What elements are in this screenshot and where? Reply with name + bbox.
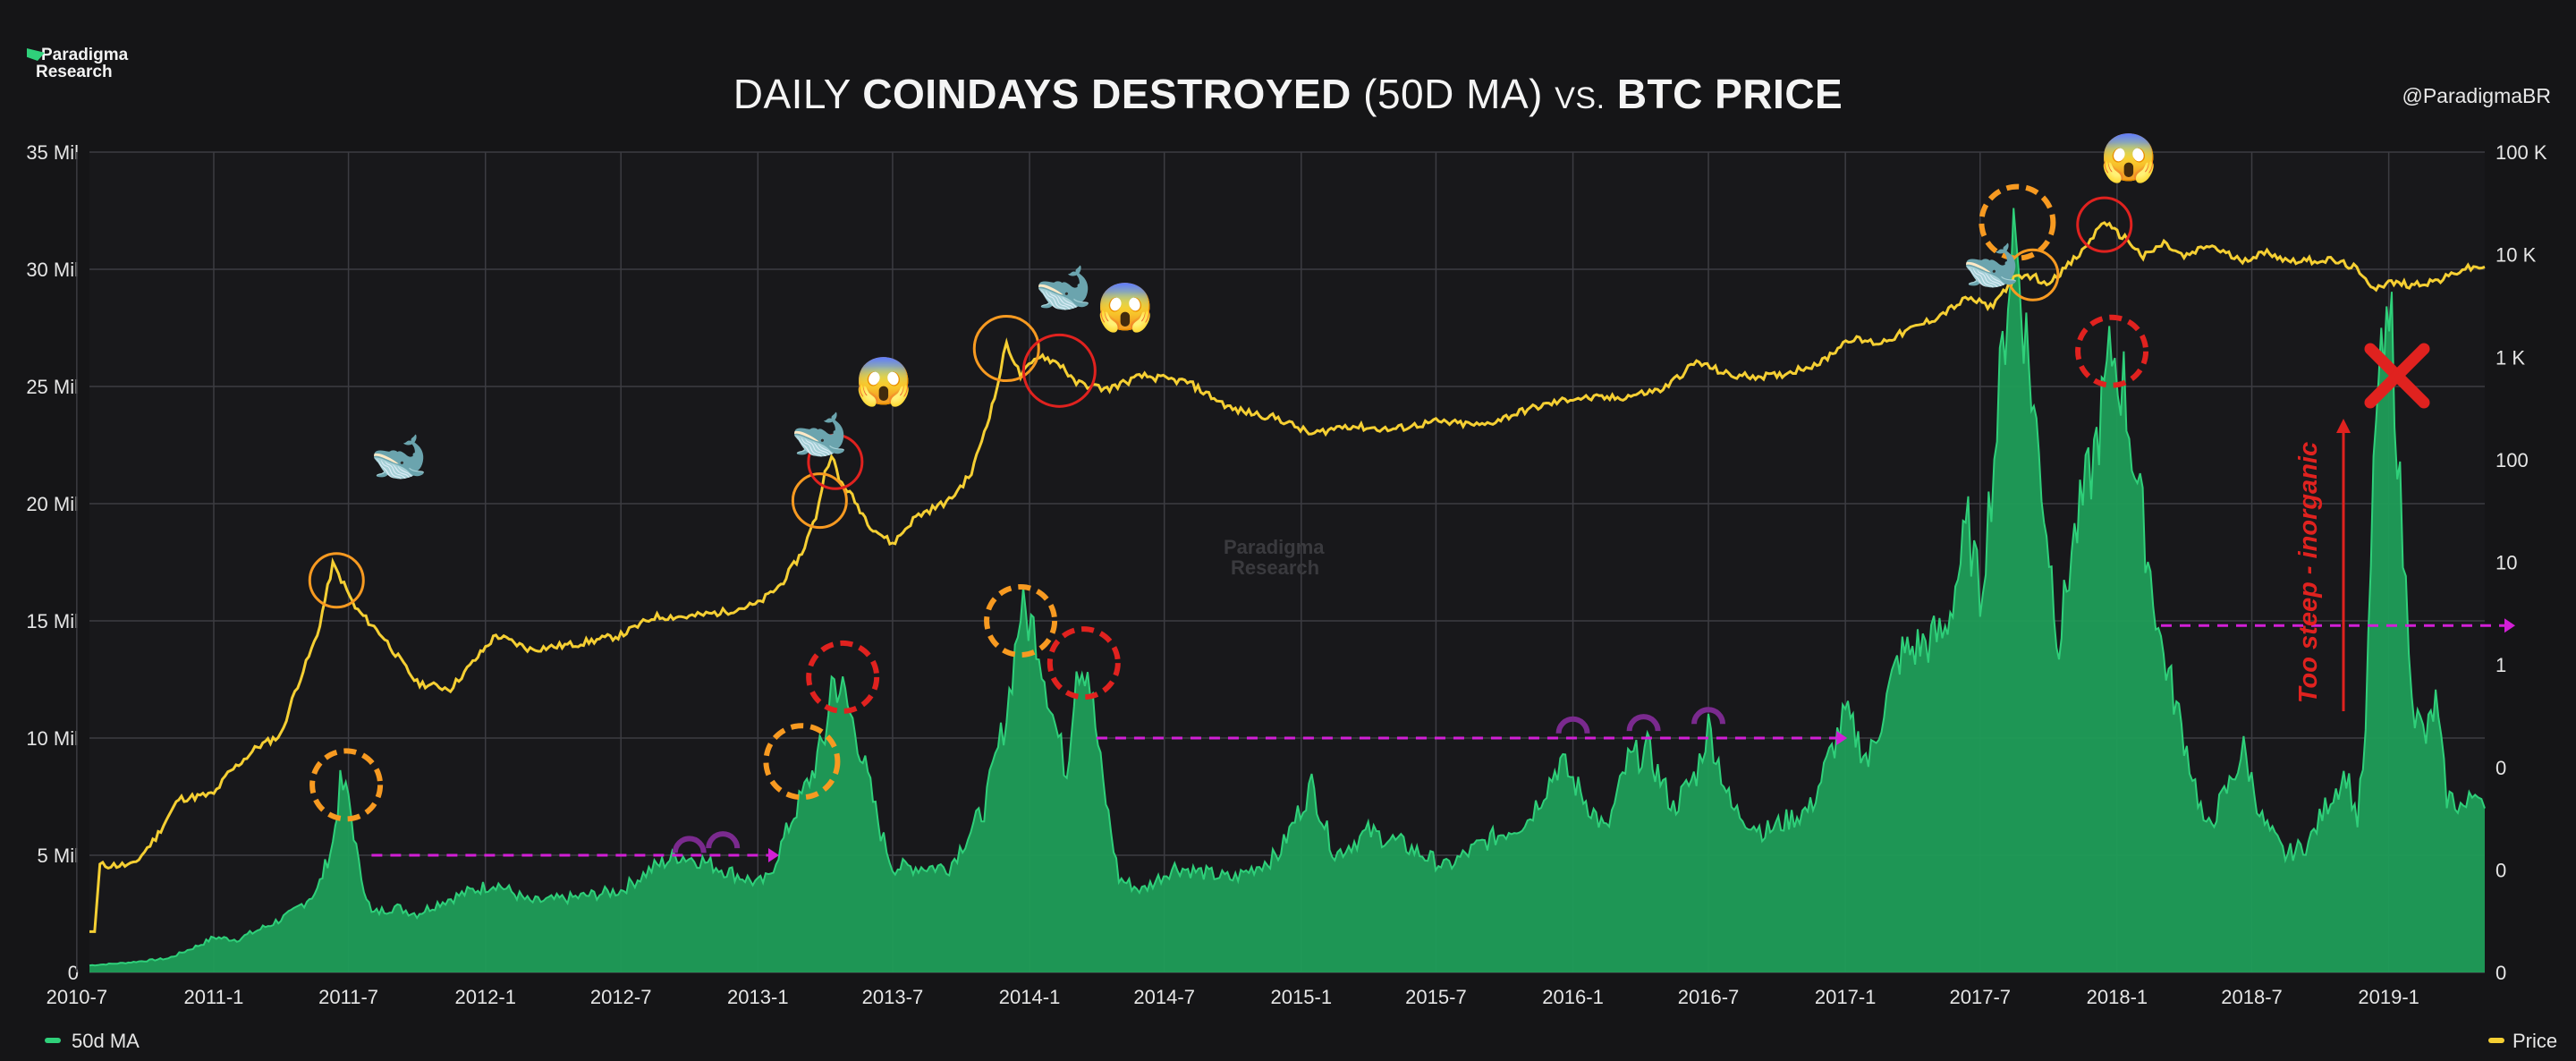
x-axis-label: 2014-1 <box>999 986 1061 1008</box>
retest-arc <box>706 831 741 849</box>
x-axis-label: 2017-1 <box>1815 986 1877 1008</box>
cdd-peak-circle <box>1979 183 2056 261</box>
right-axis-label: 0 <box>2496 859 2506 881</box>
cdd-line <box>89 208 2486 967</box>
cdd-peak-circle <box>309 748 384 822</box>
right-axis-label: 10 K <box>2496 244 2537 267</box>
chart-title: DAILY COINDAYS DESTROYED (50D MA) VS. BT… <box>0 70 2576 118</box>
x-axis-label: 2017-7 <box>1950 986 2012 1008</box>
x-axis-label: 2018-1 <box>2087 986 2148 1008</box>
x-axis-label: 2013-7 <box>862 986 924 1008</box>
logo-line2: Research <box>36 63 113 81</box>
scream-icon: 😱 <box>2100 132 2158 185</box>
right-axis-label: 100 K <box>2496 141 2547 164</box>
paradigma-logo: Paradigma Research <box>27 47 128 81</box>
too-steep-label: Too steep - inorganic <box>2294 442 2323 703</box>
right-axis-label: 1 K <box>2496 346 2525 369</box>
left-axis-label: 35 Mil <box>26 141 79 164</box>
watermark-line1: Paradigma <box>1224 536 1325 558</box>
legend-label-cdd: 50d MA <box>72 1030 140 1052</box>
price-top-circle <box>807 433 864 490</box>
scream-icon: 😱 <box>1097 282 1155 335</box>
x-axis-label: 2011-7 <box>318 986 378 1008</box>
x-axis-label: 2013-1 <box>727 986 789 1008</box>
retest-arc <box>1691 707 1726 725</box>
retest-arc <box>1626 714 1661 732</box>
whale-icon: 🐋 <box>1035 262 1093 314</box>
left-axis-label: 30 Mil <box>26 259 79 281</box>
legend-label-price: Price <box>2512 1030 2557 1052</box>
right-axis-label: 0 <box>2496 962 2506 984</box>
scream-icon: 😱 <box>855 356 913 409</box>
x-axis-label: 2010-7 <box>47 986 108 1008</box>
left-axis-label: 10 Mil <box>26 727 79 750</box>
x-axis-label: 2014-7 <box>1133 986 1195 1008</box>
left-axis-label: 25 Mil <box>26 376 79 398</box>
left-axis-label: 20 Mil <box>26 493 79 515</box>
title-part5: BTC PRICE <box>1605 71 1843 117</box>
x-axis-label: 2015-1 <box>1271 986 1333 1008</box>
x-axis-label: 2011-1 <box>184 986 244 1008</box>
x-axis-label: 2012-1 <box>454 986 516 1008</box>
twitter-handle: @ParadigmaBR <box>2402 84 2551 107</box>
price-top-circle <box>1021 333 1097 408</box>
x-axis-label: 2019-1 <box>2358 986 2419 1008</box>
watermark-line2: Research <box>1231 556 1319 579</box>
right-axis-label: 1 <box>2496 654 2506 676</box>
x-axis-label: 2012-7 <box>590 986 652 1008</box>
whale-icon: 🐋 <box>370 431 428 483</box>
cdd-peak-circle <box>984 584 1058 658</box>
title-part1: DAILY <box>733 71 863 117</box>
title-part4: VS. <box>1555 81 1606 115</box>
x-axis-label: 2016-7 <box>1678 986 1740 1008</box>
cdd-peak-circle <box>763 723 841 801</box>
title-part3: (50D MA) <box>1351 71 1555 117</box>
price-top-circle <box>972 315 1040 383</box>
price-top-circle <box>308 552 365 609</box>
left-axis-label: 5 Mil <box>38 845 79 867</box>
retest-arc <box>1555 716 1590 734</box>
support-arrow-head <box>2504 618 2515 633</box>
steep-arrow-head <box>2336 419 2351 433</box>
x-axis-label: 2016-1 <box>1542 986 1604 1008</box>
whale-icon: 🐋 <box>791 409 849 461</box>
right-axis-label: 10 <box>2496 552 2517 574</box>
price-top-circle <box>2076 196 2133 253</box>
retest-arc <box>672 836 707 853</box>
support-arrow-head <box>767 848 779 862</box>
left-axis-label: 0 <box>68 962 79 984</box>
x-axis-label: 2018-7 <box>2221 986 2283 1008</box>
legend-swatch-price <box>2488 1038 2504 1043</box>
cdd-peak-circle <box>1046 626 1121 700</box>
price-top-circle <box>2006 248 2060 301</box>
whale-icon: 🐋 <box>1962 240 2021 292</box>
right-axis-label: 0 <box>2496 757 2506 779</box>
cross-icon <box>2364 343 2430 409</box>
title-part2: COINDAYS DESTROYED <box>862 71 1352 117</box>
price-top-circle <box>791 472 848 530</box>
right-axis-label: 100 <box>2496 449 2529 471</box>
support-arrow-head <box>1836 731 1848 745</box>
cdd-peak-circle <box>2075 314 2149 388</box>
left-axis-label: 15 Mil <box>26 610 79 632</box>
x-axis-label: 2015-7 <box>1405 986 1467 1008</box>
cdd-area <box>89 208 2485 973</box>
legend-swatch-cdd <box>45 1038 61 1043</box>
logo-line1: Paradigma <box>41 46 129 64</box>
cdd-peak-circle <box>806 640 880 714</box>
